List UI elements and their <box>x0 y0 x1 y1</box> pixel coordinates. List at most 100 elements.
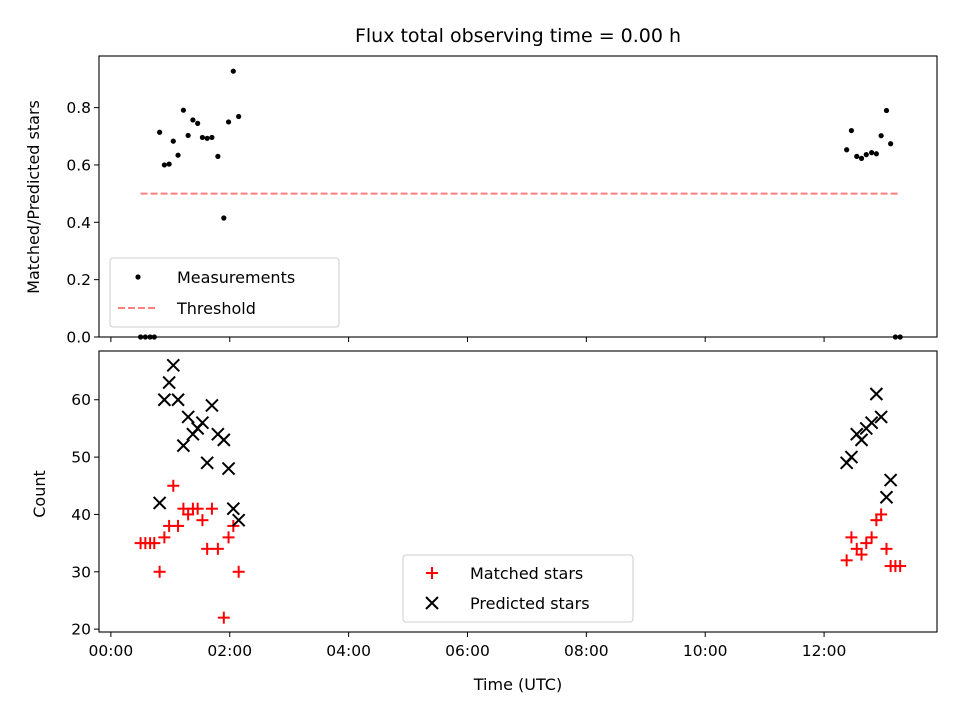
measurements-point <box>844 147 850 153</box>
top-y-tick-label: 0.4 <box>66 214 91 232</box>
measurements-point <box>215 153 221 159</box>
x-tick-label: 12:00 <box>802 642 847 660</box>
matched-stars-point <box>232 565 245 578</box>
legend-measurements-label: Measurements <box>177 268 295 287</box>
measurements-point <box>236 113 242 120</box>
matched-stars-point <box>217 611 230 624</box>
x-tick-label: 04:00 <box>326 642 371 660</box>
predicted-stars-point <box>157 393 172 407</box>
measurements-point <box>147 334 153 340</box>
predicted-stars-point <box>200 456 214 470</box>
measurements-point <box>190 117 196 123</box>
predicted-stars-point <box>181 410 195 424</box>
x-tick-label: 08:00 <box>564 642 609 660</box>
predicted-stars-point <box>162 375 176 390</box>
legend-threshold-label: Threshold <box>176 299 256 318</box>
predicted-stars-point <box>883 473 898 487</box>
top-y-tick-label: 0.8 <box>66 99 91 117</box>
top-plot-frame <box>98 55 938 338</box>
measurements-point <box>883 107 890 114</box>
predicted-stars-point <box>231 513 246 527</box>
measurements-point <box>157 129 163 135</box>
predicted-stars-point <box>166 358 180 373</box>
x-tick-label: 02:00 <box>207 642 252 660</box>
bottom-y-ticks: 20 30 40 50 60 <box>71 391 99 639</box>
top-y-tick-label: 0.0 <box>66 329 91 347</box>
measurements-point <box>195 120 201 126</box>
matched-stars-point <box>158 531 171 544</box>
measurements-point <box>175 152 181 158</box>
predicted-stars-point <box>195 415 210 430</box>
chart-title: Flux total observing time = 0.00 h <box>355 25 681 47</box>
predicted-stars-point <box>171 393 185 407</box>
legend-matched-stars-marker <box>426 567 438 579</box>
matched-stars-point <box>865 531 878 544</box>
matched-stars-point <box>172 519 185 532</box>
measurements-point <box>225 119 232 125</box>
measurements-point <box>166 161 172 167</box>
top-y-ticks: 0.0 0.2 0.4 0.6 0.8 <box>66 99 99 347</box>
bottom-y-axis-label: Count <box>30 470 49 518</box>
measurements-point <box>230 68 236 74</box>
x-tick-label: 00:00 <box>89 642 134 660</box>
predicted-stars-point <box>221 461 236 476</box>
matched-stars-point <box>167 479 180 492</box>
matched-stars-point <box>855 548 868 561</box>
measurements-point <box>151 334 157 340</box>
measurements-point <box>209 134 215 141</box>
predicted-stars-point <box>217 433 231 447</box>
x-axis-label: Time (UTC) <box>473 675 562 694</box>
measurements-point <box>848 127 855 134</box>
legend-matched-stars-label: Matched stars <box>470 564 583 583</box>
matched-stars-point <box>211 542 224 555</box>
top-marks <box>138 68 903 340</box>
measurements-point <box>863 152 869 158</box>
matched-stars-point <box>880 542 893 555</box>
matched-stars-point <box>894 560 907 573</box>
predicted-stars-point <box>854 433 869 447</box>
matched-stars-point <box>840 554 853 567</box>
matched-stars-point <box>153 565 166 578</box>
measurements-point <box>888 141 894 147</box>
measurements-point <box>869 150 875 156</box>
x-tick-label: 10:00 <box>683 642 728 660</box>
top-y-tick-label: 0.6 <box>66 156 91 174</box>
measurements-point <box>199 134 206 141</box>
bottom-legend: Matched stars Predicted stars <box>402 554 634 623</box>
matched-stars-point <box>191 502 204 515</box>
bottom-marks <box>134 358 907 624</box>
bottom-y-tick-label: 60 <box>71 391 91 409</box>
measurements-point <box>170 138 176 144</box>
measurements-point <box>858 155 865 161</box>
measurements-point <box>854 153 860 159</box>
predicted-stars-point <box>152 496 167 510</box>
predicted-stars-point <box>879 490 894 504</box>
legend-predicted-stars-label: Predicted stars <box>470 594 590 613</box>
predicted-stars-point <box>844 450 859 464</box>
legend-measurements-marker <box>135 274 141 280</box>
top-legend-box <box>109 257 340 328</box>
x-tick-label: 06:00 <box>445 642 490 660</box>
top-panel: 0.00.20.40.60.8 Matched/Predicted stars … <box>24 55 938 347</box>
bottom-y-tick-label: 20 <box>71 621 91 639</box>
measurements-point <box>897 334 903 340</box>
measurements-point <box>873 151 879 157</box>
bottom-y-tick-label: 50 <box>71 449 91 467</box>
bottom-y-tick-label: 40 <box>71 506 91 524</box>
top-x-ticks <box>110 337 825 342</box>
matched-stars-point <box>205 502 218 515</box>
measurements-point <box>204 135 210 141</box>
predicted-stars-point <box>226 501 241 516</box>
measurements-point <box>161 162 167 168</box>
measurements-point <box>185 132 191 139</box>
predicted-stars-point <box>864 415 879 430</box>
bottom-panel: 20 30 40 50 60 00:00 02:00 04:00 06:00 08:00 10:0… <box>30 350 938 694</box>
top-y-axis-label: Matched/Predicted stars <box>24 100 43 294</box>
top-y-tick-label: 0.2 <box>66 271 91 289</box>
matched-stars-point <box>845 531 858 544</box>
matched-stars-point <box>875 508 888 521</box>
bottom-y-tick-label: 30 <box>71 563 91 581</box>
legend-predicted-stars-marker <box>425 596 439 610</box>
measurements-point <box>892 334 898 340</box>
